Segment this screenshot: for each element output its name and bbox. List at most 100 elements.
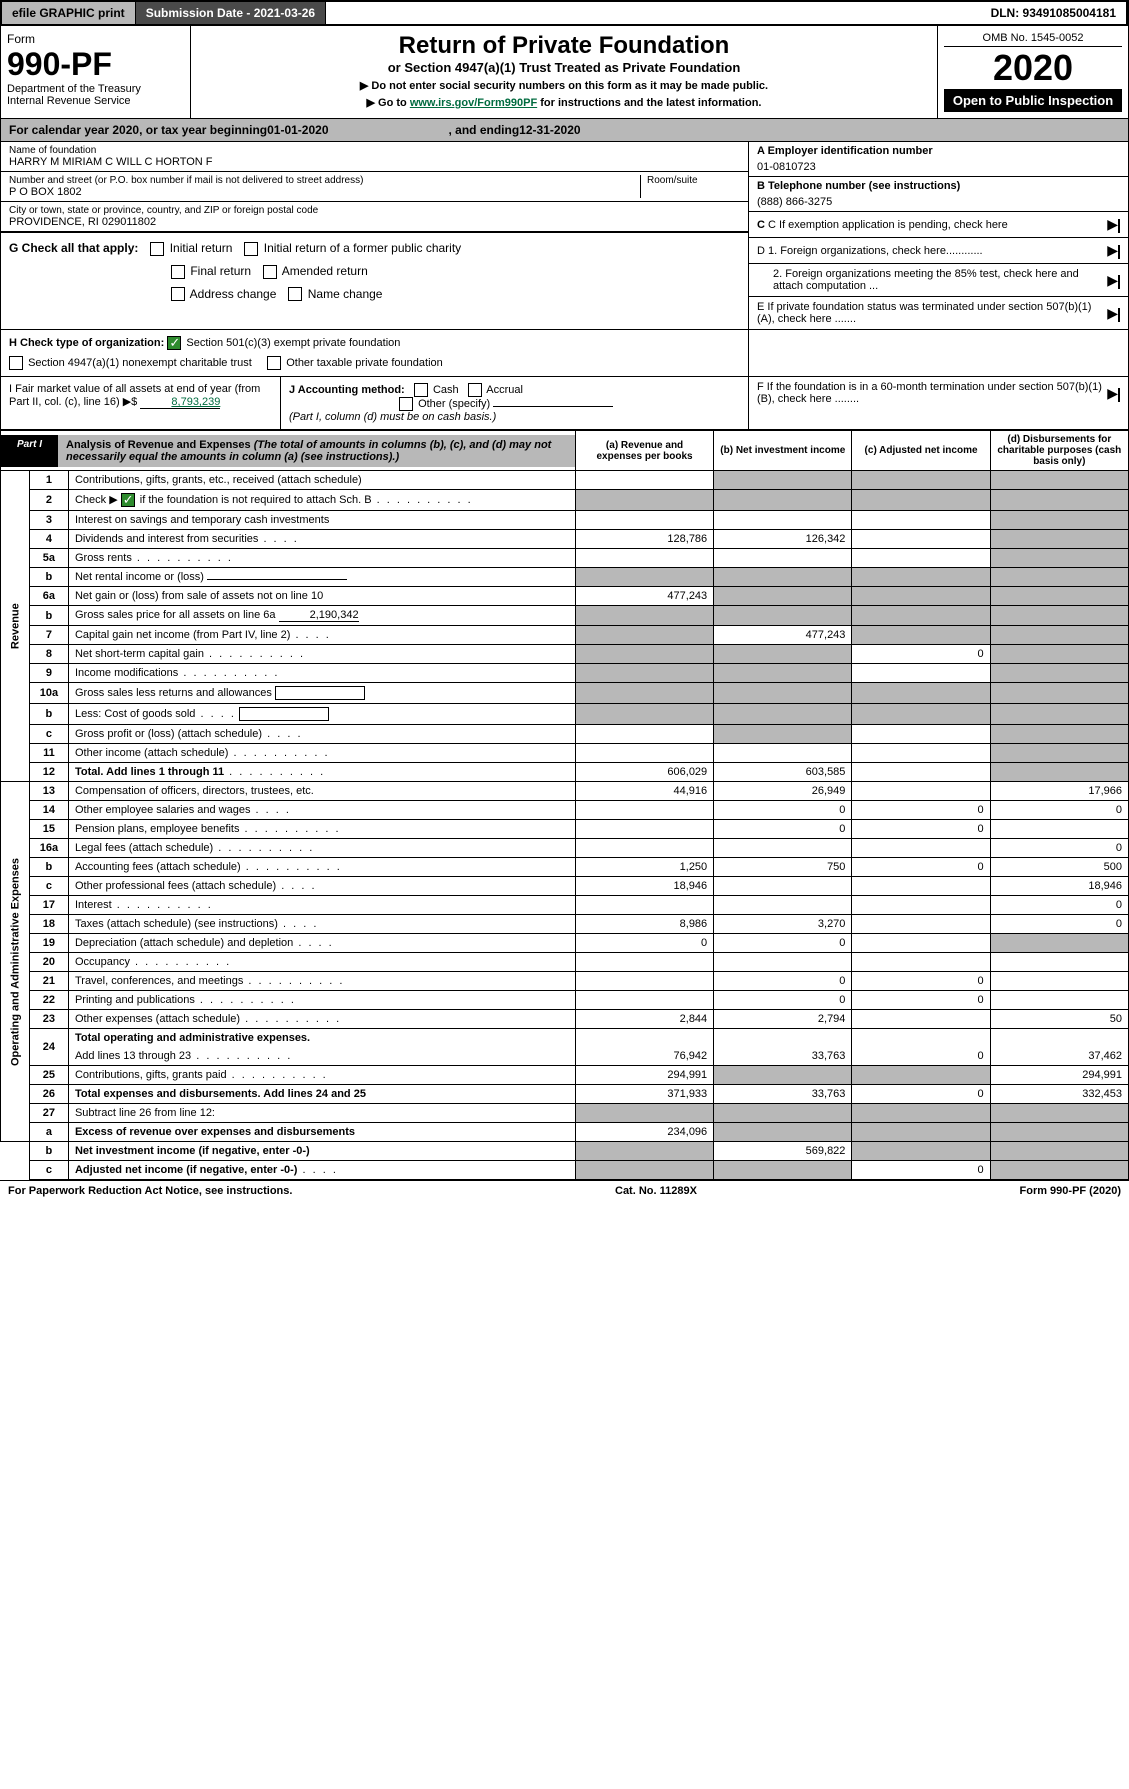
footer-right: Form 990-PF (2020) <box>1020 1185 1121 1197</box>
line-24b: Add lines 13 through 23 <box>75 1050 191 1062</box>
line-10a: Gross sales less returns and allowances <box>75 687 272 699</box>
val-16bc: 0 <box>852 858 990 877</box>
footer-mid: Cat. No. 11289X <box>615 1185 697 1197</box>
j-label: J Accounting method: <box>289 384 405 396</box>
address-change-checkbox[interactable] <box>171 287 185 301</box>
line-26: Total expenses and disbursements. Add li… <box>75 1088 366 1100</box>
j-cash-checkbox[interactable] <box>414 383 428 397</box>
val-16cd: 18,946 <box>990 877 1128 896</box>
form-subtitle: or Section 4947(a)(1) Trust Treated as P… <box>197 60 931 75</box>
part1-title: Analysis of Revenue and Expenses <box>66 439 251 451</box>
d1-checkbox[interactable] <box>1118 245 1120 259</box>
j-cash: Cash <box>433 384 459 396</box>
amended-return-checkbox[interactable] <box>263 265 277 279</box>
line-6b-pre: Gross sales price for all assets on line… <box>75 609 279 621</box>
final-return-checkbox[interactable] <box>171 265 185 279</box>
d2-checkbox[interactable] <box>1118 275 1120 289</box>
room-label: Room/suite <box>647 175 740 186</box>
h-4947-checkbox[interactable] <box>9 356 23 370</box>
line-15: Pension plans, employee benefits <box>75 823 240 835</box>
val-16ba: 1,250 <box>575 858 713 877</box>
val-26c: 0 <box>852 1085 990 1104</box>
omb-number: OMB No. 1545-0052 <box>944 32 1122 47</box>
part1-table: Part I Analysis of Revenue and Expenses … <box>0 430 1129 1180</box>
line-6b-val: 2,190,342 <box>279 609 359 622</box>
line-14: Other employee salaries and wages <box>75 804 250 816</box>
val-24c: 0 <box>852 1029 990 1066</box>
g-final: Final return <box>190 264 251 278</box>
line-27: Subtract line 26 from line 12: <box>68 1104 575 1123</box>
form990pf-link[interactable]: www.irs.gov/Form990PF <box>410 97 537 109</box>
h-other-checkbox[interactable] <box>267 356 281 370</box>
val-13a: 44,916 <box>575 782 713 801</box>
j-other-checkbox[interactable] <box>399 397 413 411</box>
footer-left: For Paperwork Reduction Act Notice, see … <box>8 1185 292 1197</box>
b-label: B Telephone number (see instructions) <box>757 180 960 192</box>
tax-year: 2020 <box>944 47 1122 89</box>
line-19: Depreciation (attach schedule) and deple… <box>75 937 293 949</box>
expenses-section: Operating and Administrative Expenses <box>1 782 30 1142</box>
val-25a: 294,991 <box>575 1066 713 1085</box>
foundation-name: HARRY M MIRIAM C WILL C HORTON F <box>9 156 740 168</box>
val-21c: 0 <box>852 972 990 991</box>
submission-date: Submission Date - 2021-03-26 <box>136 2 326 24</box>
open-public: Open to Public Inspection <box>944 89 1122 112</box>
val-4b: 126,342 <box>714 530 852 549</box>
val-24a: 76,942 <box>575 1029 713 1066</box>
val-23b: 2,794 <box>714 1010 852 1029</box>
line-5a: Gross rents <box>75 552 132 564</box>
name-change-checkbox[interactable] <box>288 287 302 301</box>
f-checkbox[interactable] <box>1118 388 1120 402</box>
j-accrual-checkbox[interactable] <box>468 383 482 397</box>
i-label: I Fair market value of all assets at end… <box>9 383 260 408</box>
line-4: Dividends and interest from securities <box>75 533 258 545</box>
c-label: C If exemption application is pending, c… <box>768 219 1008 231</box>
c-checkbox[interactable] <box>1118 219 1120 233</box>
val-16bb: 750 <box>714 858 852 877</box>
form-label: Form <box>7 32 184 46</box>
val-13d: 17,966 <box>990 782 1128 801</box>
h-opt3: Other taxable private foundation <box>286 357 443 369</box>
line-27a: Excess of revenue over expenses and disb… <box>75 1126 355 1138</box>
g-label: G Check all that apply: <box>9 241 138 255</box>
line-13: Compensation of officers, directors, tru… <box>68 782 575 801</box>
h-opt2: Section 4947(a)(1) nonexempt charitable … <box>28 357 252 369</box>
line-27b: Net investment income (if negative, ente… <box>75 1145 310 1157</box>
e-checkbox[interactable] <box>1118 308 1120 322</box>
val-15c: 0 <box>852 820 990 839</box>
initial-former-checkbox[interactable] <box>244 242 258 256</box>
val-15b: 0 <box>714 820 852 839</box>
val-24d: 37,462 <box>990 1029 1128 1066</box>
line-2-checkbox[interactable] <box>121 493 135 507</box>
initial-return-checkbox[interactable] <box>150 242 164 256</box>
h-501c3-checkbox[interactable] <box>167 336 181 350</box>
line-20: Occupancy <box>75 956 130 968</box>
val-27c: 0 <box>852 1161 990 1180</box>
city-label: City or town, state or province, country… <box>9 205 740 216</box>
g-initial-former: Initial return of a former public charit… <box>264 241 461 255</box>
phone: (888) 866-3275 <box>757 192 1120 208</box>
val-14d: 0 <box>990 801 1128 820</box>
line-2-pre: Check ▶ <box>75 494 121 506</box>
ij-row: I Fair market value of all assets at end… <box>0 377 1129 430</box>
note2-post: for instructions and the latest informat… <box>537 97 761 109</box>
line-9: Income modifications <box>75 667 178 679</box>
efile-button[interactable]: efile GRAPHIC print <box>2 2 136 24</box>
val-23a: 2,844 <box>575 1010 713 1029</box>
fmv-link[interactable]: 8,793,239 <box>140 396 220 409</box>
val-21b: 0 <box>714 972 852 991</box>
dln: DLN: 93491085004181 <box>981 2 1127 24</box>
line-2-post: if the foundation is not required to att… <box>137 494 372 506</box>
val-12b: 603,585 <box>714 763 852 782</box>
form-header: Form 990-PF Department of the Treasury I… <box>0 26 1129 119</box>
g-initial: Initial return <box>170 241 233 255</box>
val-12a: 606,029 <box>575 763 713 782</box>
line-24: Total operating and administrative expen… <box>75 1032 310 1044</box>
calyear-pre: For calendar year 2020, or tax year begi… <box>9 123 267 137</box>
line-25: Contributions, gifts, grants paid <box>75 1069 227 1081</box>
line-10c: Gross profit or (loss) (attach schedule) <box>75 728 262 740</box>
part1-label: Part I <box>1 435 58 467</box>
name-label: Name of foundation <box>9 145 740 156</box>
val-6a: 477,243 <box>575 587 713 606</box>
e-label: E If private foundation status was termi… <box>757 301 1107 325</box>
